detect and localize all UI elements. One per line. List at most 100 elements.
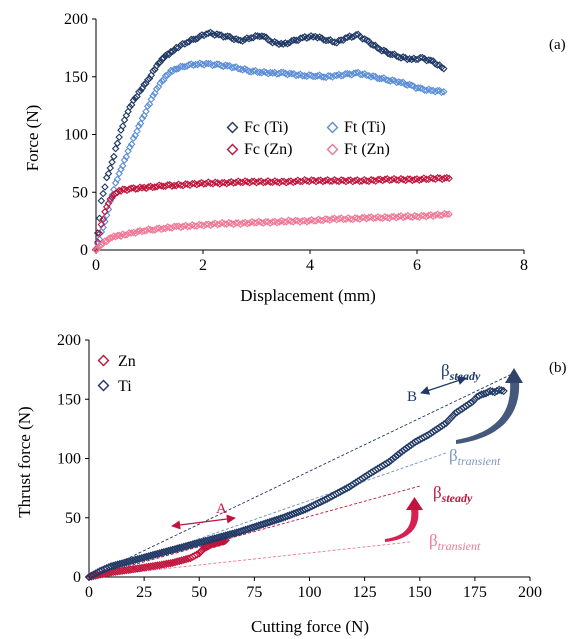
- data-point: [149, 67, 157, 75]
- data-point: [232, 219, 240, 227]
- data-point: [374, 175, 382, 184]
- x-tick-label: 0: [92, 257, 100, 274]
- data-point: [241, 525, 250, 535]
- data-point: [291, 216, 300, 225]
- legend-label-ft-ti: Ft (Ti): [344, 119, 386, 136]
- data-point: [239, 526, 248, 535]
- data-point: [274, 514, 283, 524]
- data-point: [140, 80, 148, 89]
- data-point: [164, 559, 173, 568]
- data-point: [99, 189, 107, 198]
- y-tick-label: 100: [57, 451, 81, 468]
- y-tick-label: 100: [64, 127, 88, 144]
- data-point: [148, 550, 158, 560]
- double-arrow-b: [420, 376, 467, 395]
- data-point: [365, 213, 373, 222]
- data-point: [317, 73, 326, 81]
- data-point: [486, 386, 495, 396]
- label-a: A: [216, 501, 227, 517]
- data-point: [497, 386, 506, 395]
- legend-label-zn: Zn: [118, 353, 136, 370]
- data-point: [321, 215, 330, 223]
- legend-label-ft-zn: Ft (Zn): [344, 141, 390, 158]
- data-point: [213, 30, 221, 38]
- annotation-a: A: [171, 501, 236, 530]
- data-point: [339, 36, 347, 45]
- data-point: [446, 414, 455, 423]
- data-point: [404, 175, 412, 183]
- data-point: [261, 519, 270, 528]
- data-point: [144, 552, 153, 561]
- data-point: [343, 69, 352, 78]
- data-point: [270, 516, 279, 525]
- data-point: [234, 64, 243, 73]
- panel-a-series: [92, 28, 453, 254]
- data-point: [386, 456, 396, 465]
- data-point: [110, 152, 118, 161]
- data-point: [424, 56, 433, 64]
- data-point: [261, 217, 270, 226]
- data-point: [108, 158, 116, 166]
- data-point: [197, 537, 206, 547]
- y-tick-label: 0: [80, 242, 88, 259]
- data-point: [102, 237, 111, 246]
- data-point: [127, 184, 136, 193]
- data-point: [115, 133, 123, 141]
- curved-arrow-ti: [456, 368, 523, 444]
- data-point: [104, 563, 114, 572]
- data-point: [117, 559, 127, 568]
- data-point: [225, 218, 233, 227]
- data-point: [150, 550, 160, 559]
- data-point: [191, 35, 200, 44]
- data-point: [185, 60, 193, 69]
- data-point: [298, 217, 307, 225]
- data-point: [115, 186, 123, 195]
- data-point: [168, 545, 177, 554]
- panel-a-axes: 0 2 4 6 8 0 50 100 150 200: [64, 11, 528, 274]
- data-point: [245, 524, 255, 533]
- data-point: [131, 555, 140, 564]
- data-point: [384, 49, 392, 58]
- data-point: [499, 386, 508, 396]
- data-point: [137, 553, 147, 563]
- data-point: [260, 67, 268, 76]
- data-point: [468, 397, 477, 406]
- data-point: [416, 53, 424, 62]
- panel-b-label: (b): [549, 360, 567, 376]
- data-point: [201, 536, 211, 546]
- data-point: [223, 62, 232, 70]
- data-point: [168, 47, 177, 56]
- data-point: [136, 86, 145, 95]
- data-point: [213, 60, 221, 68]
- data-point: [126, 565, 136, 574]
- data-point: [439, 64, 448, 73]
- data-point: [243, 524, 252, 534]
- data-point: [174, 43, 183, 52]
- data-point: [190, 539, 200, 548]
- y-tick-label: 150: [64, 69, 88, 86]
- data-point: [155, 560, 164, 570]
- label-beta-steady-zn: βsteady: [433, 483, 473, 505]
- data-point: [380, 46, 388, 55]
- y-tick-label: 50: [72, 184, 88, 201]
- data-point: [161, 559, 171, 569]
- data-point: [113, 175, 122, 184]
- data-point: [225, 178, 233, 187]
- data-point: [166, 546, 175, 555]
- data-point: [195, 538, 204, 547]
- data-point: [129, 134, 138, 143]
- panel-b-axes: 0 25 50 75 100 125 150 175 200 0 50 100 150 200: [57, 332, 542, 601]
- data-point: [144, 225, 153, 233]
- data-point: [181, 180, 190, 188]
- data-point: [397, 174, 405, 183]
- data-point: [397, 78, 405, 87]
- data-point: [118, 230, 127, 238]
- data-point: [157, 548, 166, 557]
- data-point: [394, 212, 403, 221]
- data-point: [218, 178, 226, 187]
- data-point: [494, 385, 504, 394]
- data-point: [225, 530, 235, 539]
- data-point: [99, 215, 107, 224]
